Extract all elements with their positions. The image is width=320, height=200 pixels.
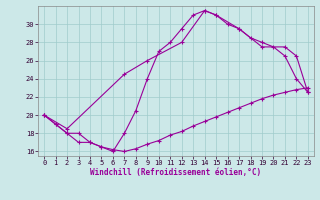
X-axis label: Windchill (Refroidissement éolien,°C): Windchill (Refroidissement éolien,°C) — [91, 168, 261, 177]
